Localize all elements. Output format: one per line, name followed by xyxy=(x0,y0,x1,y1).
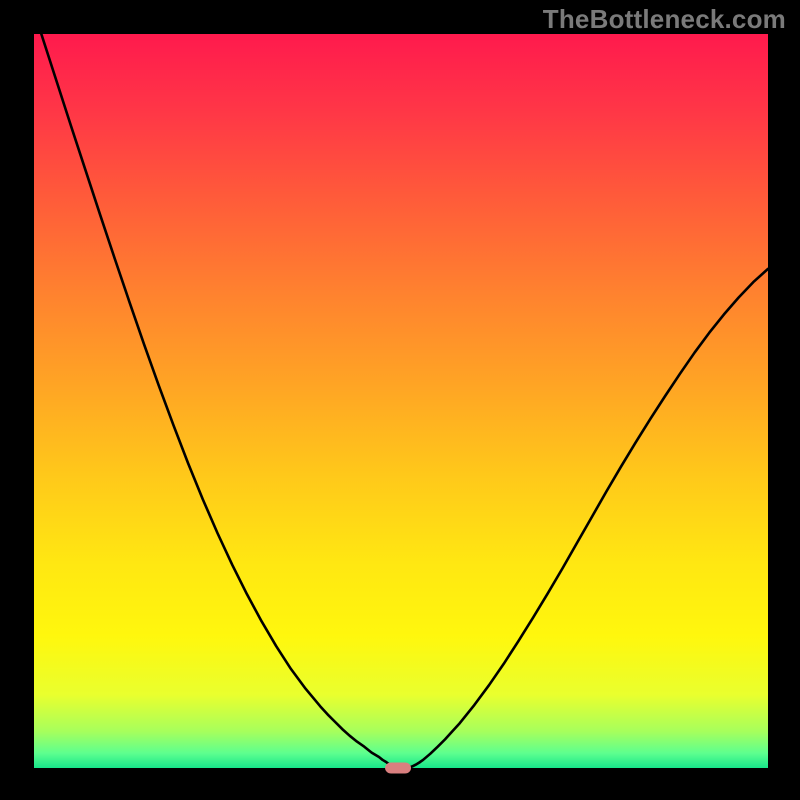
curve-layer xyxy=(0,0,800,800)
chart-stage: TheBottleneck.com xyxy=(0,0,800,800)
bottleneck-curve xyxy=(41,34,768,768)
optimal-point-marker xyxy=(385,763,411,774)
watermark-text: TheBottleneck.com xyxy=(543,4,786,35)
